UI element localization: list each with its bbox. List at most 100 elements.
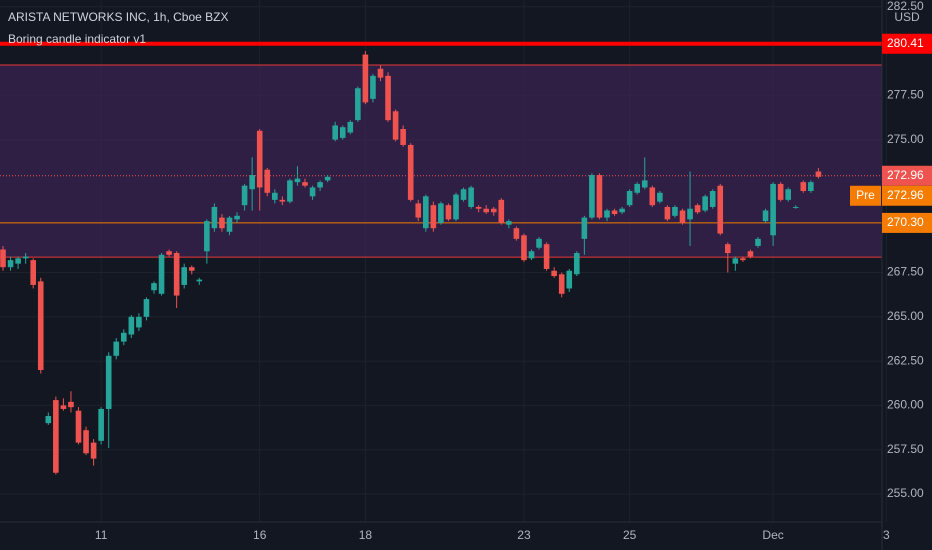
- candle-body: [256, 130, 263, 188]
- candle-body: [460, 189, 467, 200]
- candle-body: [53, 400, 59, 473]
- candle-body: [589, 175, 595, 218]
- candle-body: [302, 182, 308, 186]
- candle-body: [143, 299, 150, 317]
- price-tag-label: 272.96: [887, 188, 924, 202]
- candle-body: [83, 430, 89, 454]
- x-tick-label: 3: [883, 528, 890, 542]
- candle-body: [166, 251, 172, 255]
- candle-body: [709, 191, 716, 207]
- candle-body: [377, 68, 384, 78]
- indicator-name: Boring candle indicator v1: [8, 32, 146, 46]
- candle-body: [415, 203, 422, 218]
- candle-body: [294, 178, 301, 183]
- candle-body: [725, 244, 731, 254]
- candle-body: [490, 208, 497, 213]
- candle-body: [777, 183, 784, 200]
- candle-body: [581, 217, 588, 239]
- candle-body: [596, 175, 603, 218]
- candle-body: [355, 88, 361, 121]
- candle-body: [151, 283, 157, 291]
- candle-body: [717, 185, 724, 234]
- candle-body: [188, 267, 195, 271]
- candle-body: [672, 206, 678, 216]
- candle-body: [453, 194, 459, 220]
- price-tag-label: 280.41: [887, 36, 924, 50]
- candle-body: [68, 401, 74, 408]
- candle-body: [445, 205, 452, 220]
- candle-body: [181, 267, 187, 285]
- price-tag: [882, 165, 932, 186]
- candle-body: [332, 125, 338, 140]
- y-tick-label: 260.00: [887, 398, 924, 412]
- x-tick-label: Dec: [762, 528, 783, 542]
- candle-body: [98, 408, 104, 441]
- candle-body: [747, 251, 754, 257]
- y-tick-label: 255.00: [887, 486, 924, 500]
- candle-body: [551, 270, 557, 277]
- candle-body: [249, 175, 255, 190]
- candle-body: [483, 208, 489, 213]
- candle-body: [604, 210, 610, 218]
- candle-body: [158, 254, 165, 294]
- candle-body: [657, 192, 663, 202]
- x-tick-label: 23: [517, 528, 531, 542]
- price-tag: [882, 185, 932, 206]
- candle-body: [362, 54, 369, 103]
- candle-body: [173, 253, 180, 296]
- candle-body: [468, 187, 474, 207]
- candle-body: [694, 205, 701, 213]
- candle-body: [438, 203, 444, 223]
- candle-body: [574, 253, 580, 275]
- candle-body: [196, 279, 203, 282]
- candle-body: [272, 192, 278, 200]
- candle-body: [264, 169, 271, 193]
- candle-body: [90, 442, 97, 459]
- candle-body: [619, 208, 625, 213]
- candle-body: [521, 235, 527, 261]
- candle-body: [385, 75, 391, 121]
- candle-body: [204, 221, 210, 252]
- candle-body: [815, 171, 822, 177]
- candle-body: [407, 144, 414, 200]
- candle-body: [234, 215, 240, 220]
- session-tag-label: Pre: [856, 188, 875, 202]
- candle-body: [641, 180, 648, 188]
- candle-body: [702, 196, 708, 211]
- candle-body: [740, 258, 746, 261]
- candle-body: [30, 260, 36, 285]
- x-tick-label: 11: [95, 528, 108, 542]
- price-tag: [882, 212, 932, 233]
- y-tick-label: 277.50: [887, 87, 924, 101]
- candle-body: [808, 182, 814, 192]
- candle-body: [543, 244, 550, 269]
- candle-body: [498, 199, 505, 223]
- candle-body: [370, 75, 376, 99]
- candle-body: [423, 196, 429, 229]
- candle-body: [792, 206, 799, 208]
- candle-body: [785, 189, 791, 200]
- candle-body: [241, 185, 248, 206]
- candle-body: [15, 258, 21, 264]
- candle-body: [558, 274, 565, 294]
- candle-body: [226, 217, 233, 232]
- price-tag-label: 270.30: [887, 215, 924, 229]
- candle-body: [770, 183, 776, 236]
- candle-body: [347, 121, 354, 133]
- candle-body: [0, 249, 6, 268]
- candle-body: [626, 191, 633, 206]
- candle-body: [755, 238, 761, 246]
- candle-body: [687, 208, 693, 220]
- candle-body: [664, 206, 671, 220]
- candle-body: [113, 341, 120, 356]
- candle-body: [762, 210, 769, 222]
- candle-body: [800, 182, 807, 192]
- candle-body: [211, 206, 218, 229]
- candle-body: [121, 332, 127, 342]
- candle-body: [506, 221, 512, 225]
- candle-body: [528, 251, 535, 259]
- candle-body: [400, 128, 406, 145]
- y-tick-label: 265.00: [887, 309, 924, 323]
- candle-body: [309, 187, 316, 197]
- candle-body: [7, 260, 14, 268]
